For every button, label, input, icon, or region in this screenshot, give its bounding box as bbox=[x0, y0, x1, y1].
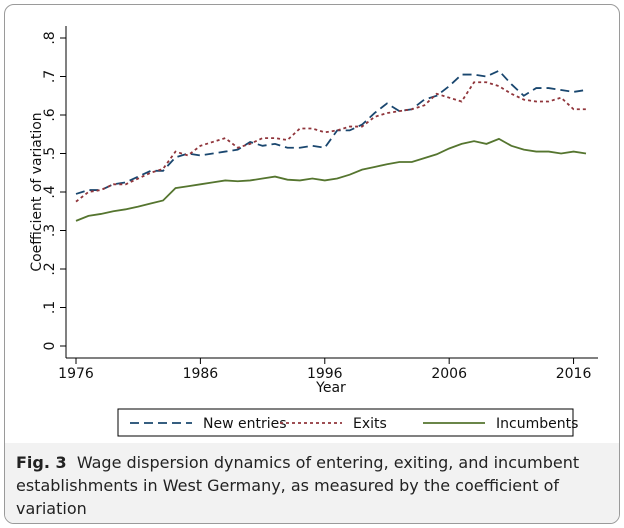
y-tick-label: .8 bbox=[42, 31, 58, 44]
y-tick-label: .6 bbox=[42, 108, 58, 121]
y-tick-label: .5 bbox=[42, 147, 58, 160]
x-tick-label: 2016 bbox=[556, 366, 592, 382]
legend-box bbox=[117, 408, 574, 437]
x-tick-label: 1996 bbox=[307, 366, 343, 382]
x-tick-label: 2006 bbox=[431, 366, 467, 382]
series-line bbox=[75, 81, 586, 203]
y-tick-label: .3 bbox=[42, 224, 58, 237]
series-line bbox=[75, 137, 587, 222]
figure: 0 .1 .2 .3 .4 .5 .6 .7 .8 1976 1986 1996 2006 2016 Yea… bbox=[4, 4, 620, 524]
y-tick-label: .1 bbox=[42, 301, 58, 314]
y-tick-label: .2 bbox=[42, 262, 58, 275]
y-tick-label: .7 bbox=[42, 70, 58, 83]
legend-label: Exits bbox=[353, 416, 387, 432]
x-tick-label: 1986 bbox=[183, 366, 219, 382]
series-line bbox=[75, 69, 587, 195]
caption-text: Wage dispersion dynamics of entering, ex… bbox=[16, 453, 580, 518]
x-tick-label: 1976 bbox=[58, 366, 94, 382]
y-axis-title: Coefficient of variation bbox=[29, 112, 45, 271]
legend-label: New entries bbox=[203, 416, 287, 432]
caption: Fig. 3 Wage dispersion dynamics of enter… bbox=[5, 443, 619, 523]
y-tick-label: 0 bbox=[42, 342, 58, 351]
chart: 0 .1 .2 .3 .4 .5 .6 .7 .8 1976 1986 1996 2006 2016 Yea… bbox=[29, 26, 598, 437]
x-axis-title: Year bbox=[315, 380, 346, 396]
caption-label: Fig. 3 bbox=[16, 453, 67, 472]
y-tick-label: .4 bbox=[42, 185, 58, 198]
legend-label: Incumbents bbox=[496, 416, 578, 432]
